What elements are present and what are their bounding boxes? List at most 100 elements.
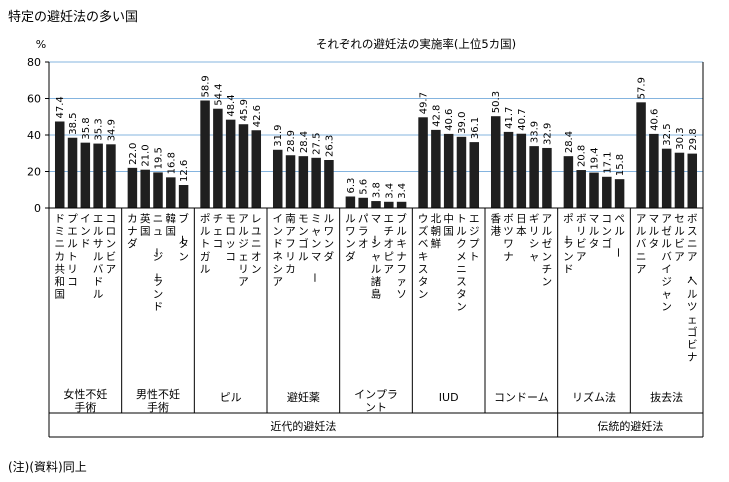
- country-label-char: ー: [611, 247, 623, 258]
- bar: [140, 169, 150, 208]
- country-label: パラオ: [358, 213, 369, 250]
- country-label-char: ェ: [238, 251, 249, 263]
- country-label-char: ウ: [418, 213, 429, 225]
- country-label-char: ン: [542, 276, 553, 288]
- country-label-char: イ: [272, 213, 283, 225]
- country-label-char: ジ: [153, 251, 164, 263]
- country-label-char: ァ: [396, 276, 407, 288]
- country-label: 韓国: [166, 213, 177, 238]
- method-label: 手術: [147, 400, 169, 414]
- bar: [153, 172, 163, 208]
- country-label-char: リ: [67, 263, 78, 275]
- country-label-char: カ: [54, 251, 65, 263]
- bar: [563, 156, 574, 208]
- country-label-char: ル: [636, 226, 647, 238]
- country-label-char: ャ: [529, 251, 540, 263]
- country-label-char: エ: [67, 226, 78, 238]
- country-label: マルタ: [589, 213, 600, 250]
- country-label-char: タ: [178, 238, 189, 250]
- value-label: 6.3: [346, 178, 357, 194]
- country-label-char: プ: [67, 213, 78, 225]
- country-label-char: ナ: [127, 226, 138, 238]
- country-label-char: 諸: [371, 275, 382, 288]
- country-label-char: ル: [298, 251, 309, 263]
- y-tick-label: 0: [34, 202, 41, 215]
- country-label: セルビア: [674, 213, 685, 263]
- country-label: ウズベキスタン: [418, 213, 429, 301]
- country-label-char: ャ: [371, 251, 382, 263]
- y-tick-label: 80: [27, 56, 41, 69]
- value-label: 34.9: [106, 119, 117, 141]
- country-label-char: バ: [93, 263, 104, 275]
- country-label: アルジェリア: [238, 213, 249, 288]
- country-label-char: ニ: [251, 238, 262, 250]
- value-label: 12.6: [179, 160, 190, 182]
- country-label-char: モ: [298, 213, 309, 225]
- bar: [614, 179, 625, 208]
- country-label-char: ソ: [396, 289, 407, 301]
- country-label-char: ル: [67, 238, 78, 250]
- country-label-char: ス: [418, 263, 429, 275]
- bar: [324, 160, 334, 208]
- value-label: 21.0: [141, 144, 152, 166]
- country-label-char: チ: [542, 263, 553, 275]
- country-label-char: ー: [560, 235, 572, 246]
- country-label: マーシャル諸島: [368, 213, 382, 301]
- country-label-char: ン: [563, 251, 574, 263]
- country-label-char: ン: [153, 289, 164, 301]
- country-label-char: ビ: [576, 238, 587, 250]
- value-label: 49.7: [419, 92, 430, 114]
- country-label-char: ブ: [396, 212, 407, 225]
- value-label: 58.9: [201, 75, 212, 97]
- country-label-char: 朝: [431, 226, 442, 238]
- country-label-char: 国: [443, 226, 454, 238]
- bar: [371, 201, 381, 208]
- country-label: 南アフリカ: [285, 212, 296, 275]
- country-label-char: ン: [345, 238, 356, 250]
- country-label-char: オ: [358, 238, 369, 250]
- country-label: チェコ: [213, 213, 224, 250]
- country-label-char: ア: [238, 213, 249, 225]
- country-label-char: シ: [371, 238, 382, 250]
- country-label-char: ア: [238, 276, 249, 288]
- country-label-char: タ: [456, 289, 467, 301]
- country-label-char: ナ: [503, 251, 514, 263]
- country-label: 北朝鮮: [431, 213, 442, 250]
- country-label-char: イ: [80, 213, 91, 225]
- country-label-char: 和: [54, 276, 65, 288]
- bar: [166, 177, 176, 208]
- country-label-char: ア: [674, 251, 685, 263]
- country-label-char: ル: [589, 226, 600, 238]
- country-label-char: ド: [272, 238, 283, 250]
- country-label: レユニオン: [251, 213, 262, 275]
- value-label: 28.4: [564, 131, 575, 153]
- country-label-char: ジ: [469, 226, 480, 238]
- bar: [542, 147, 552, 208]
- country-label-char: モ: [225, 213, 236, 225]
- country-label-char: ラ: [153, 276, 164, 288]
- country-label-char: シ: [529, 238, 540, 250]
- method-label: コンドーム: [494, 391, 549, 404]
- value-label: 45.9: [239, 99, 250, 121]
- country-label-char: 日: [516, 213, 527, 225]
- country-label-char: 島: [371, 288, 382, 301]
- country-label-char: 国: [166, 226, 177, 238]
- country-label-char: ズ: [418, 225, 429, 238]
- country-label: アゼルバイジャン: [661, 213, 672, 313]
- value-label: 22.0: [128, 143, 139, 165]
- bar: [649, 133, 659, 208]
- value-label: 32.9: [542, 123, 553, 145]
- value-label: 40.6: [649, 109, 660, 131]
- value-label: 41.7: [504, 107, 515, 129]
- country-label-char: ド: [153, 301, 164, 313]
- country-label-char: チ: [213, 213, 224, 225]
- country-label-char: ル: [687, 289, 698, 301]
- country-label-char: ネ: [272, 251, 283, 263]
- country-label-char: ラ: [563, 238, 574, 250]
- country-label-char: ガ: [200, 251, 211, 263]
- country-label-char: ボ: [687, 213, 698, 225]
- country-label-char: ン: [178, 251, 189, 263]
- bar: [503, 131, 514, 208]
- country-label-char: 共: [54, 263, 65, 275]
